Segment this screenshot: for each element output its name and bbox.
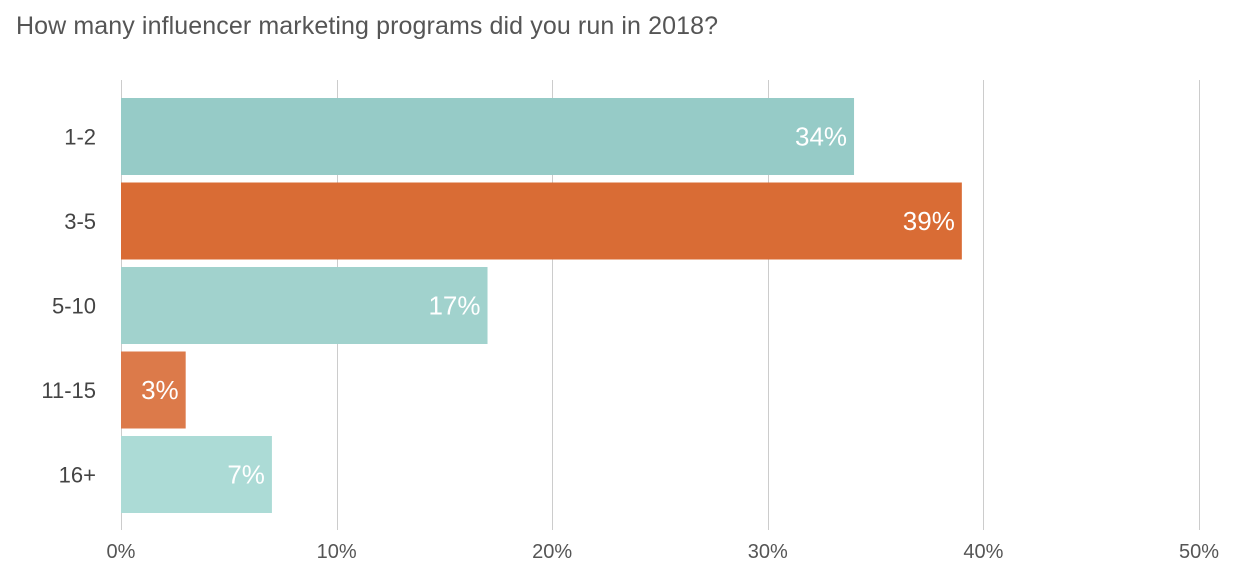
- x-axis-ticks: 0% 10% 20% 30% 40% 50%: [107, 541, 1220, 563]
- category-label: 1-2: [64, 125, 96, 150]
- value-label: 7%: [227, 460, 265, 490]
- category-label: 3-5: [64, 209, 96, 234]
- x-tick-label: 0%: [107, 541, 136, 563]
- bar: [121, 182, 962, 260]
- bar: [121, 351, 186, 429]
- category-label: 5-10: [52, 294, 96, 319]
- category-label: 16+: [59, 463, 96, 488]
- bar: [121, 436, 272, 513]
- x-tick-label: 30%: [748, 541, 788, 563]
- x-tick-label: 40%: [963, 541, 1003, 563]
- value-label: 39%: [903, 206, 955, 236]
- x-tick-label: 10%: [317, 541, 357, 563]
- category-labels: 1-2 3-5 5-10 11-15 16+: [41, 125, 96, 488]
- bar: [121, 267, 488, 344]
- category-label: 11-15: [41, 378, 96, 403]
- value-labels: 34% 39% 17% 3% 7%: [141, 122, 955, 490]
- bar: [121, 98, 855, 175]
- value-label: 17%: [428, 291, 480, 321]
- value-label: 34%: [795, 122, 847, 152]
- bars: [121, 98, 962, 513]
- value-label: 3%: [141, 375, 179, 405]
- x-tick-label: 20%: [532, 541, 572, 563]
- x-tick-label: 50%: [1179, 541, 1219, 563]
- chart-title: How many influencer marketing programs d…: [16, 12, 719, 40]
